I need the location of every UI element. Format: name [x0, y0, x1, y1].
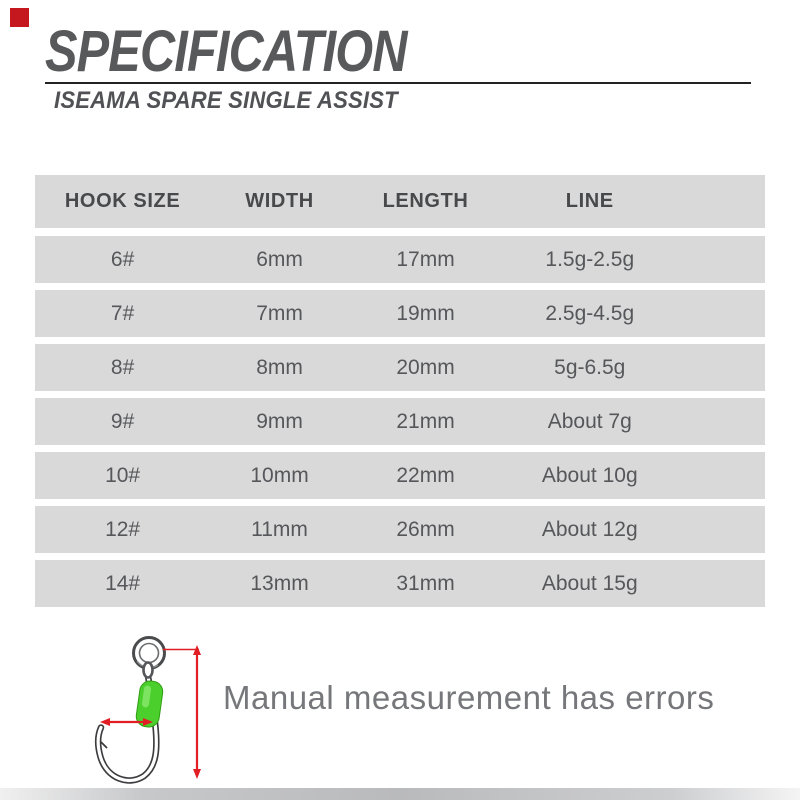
brand-mark	[10, 8, 29, 27]
spec-table: HOOK SIZE WIDTH LENGTH LINE 6# 6mm 17mm …	[35, 175, 765, 614]
table-row: 9# 9mm 21mm About 7g	[35, 398, 765, 445]
solid-ring-icon	[132, 636, 166, 670]
table-cell: About 12g	[541, 517, 638, 541]
hook-eye	[142, 661, 154, 679]
table-cell: 1.5g-2.5g	[545, 247, 635, 271]
table-cell: 7mm	[256, 301, 303, 325]
table-header-row: HOOK SIZE WIDTH LENGTH LINE	[35, 175, 765, 228]
column-header-line: LINE	[565, 190, 614, 212]
table-cell: 10mm	[250, 463, 309, 487]
table-cell: 9#	[110, 409, 135, 433]
table-cell: 20mm	[396, 355, 455, 379]
table-cell: 6mm	[256, 247, 303, 271]
table-cell: 13mm	[250, 571, 309, 595]
table-cell: About 7g	[547, 409, 632, 433]
table-cell: 5g-6.5g	[554, 355, 626, 379]
column-header-width: WIDTH	[245, 190, 314, 212]
table-cell: 22mm	[396, 463, 455, 487]
table-cell: 17mm	[396, 247, 455, 271]
table-row: 10# 10mm 22mm About 10g	[35, 452, 765, 499]
table-cell: 6#	[110, 247, 135, 271]
table-row: 14# 13mm 31mm About 15g	[35, 560, 765, 607]
table-cell: 8mm	[256, 355, 303, 379]
sleeve	[135, 680, 164, 728]
table-cell: 2.5g-4.5g	[545, 301, 635, 325]
product-subtitle: ISEAMA SPARE SINGLE ASSIST	[54, 87, 398, 114]
table-cell: 19mm	[396, 301, 455, 325]
table-cell: About 10g	[541, 463, 638, 487]
table-row: 7# 7mm 19mm 2.5g-4.5g	[35, 290, 765, 337]
table-cell: 31mm	[396, 571, 455, 595]
table-cell: 11mm	[251, 517, 308, 541]
section-divider	[0, 788, 800, 800]
fish-hook-icon	[94, 636, 201, 784]
table-cell: 9mm	[256, 409, 303, 433]
page-title: SPECIFICATION	[45, 19, 408, 84]
table-cell: 12#	[105, 517, 141, 541]
measurement-note: Manual measurement has errors	[223, 679, 715, 716]
width-arrow	[100, 718, 153, 726]
title-underline	[45, 82, 751, 84]
table-cell: 8#	[110, 355, 135, 379]
table-cell: 21mm	[396, 409, 455, 433]
table-row: 12# 11mm 26mm About 12g	[35, 506, 765, 553]
table-cell: 14#	[105, 571, 141, 595]
table-row: 8# 8mm 20mm 5g-6.5g	[35, 344, 765, 391]
table-row: 6# 6mm 17mm 1.5g-2.5g	[35, 236, 765, 283]
length-arrow	[163, 645, 201, 779]
table-cell: 10#	[105, 463, 141, 487]
table-cell: About 15g	[541, 571, 638, 595]
column-header-length: LENGTH	[382, 190, 469, 212]
table-cell: 26mm	[396, 517, 455, 541]
table-cell: 7#	[110, 301, 135, 325]
column-header-hook-size: HOOK SIZE	[64, 190, 181, 212]
